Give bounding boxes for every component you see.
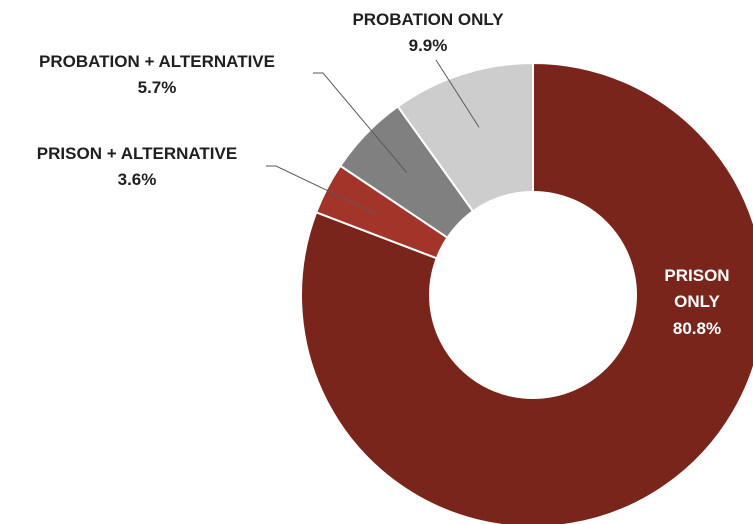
donut-hole: [429, 191, 637, 399]
label-probation-only-value: 9.9%: [409, 36, 448, 55]
label-prison-alternative-name: PRISON + ALTERNATIVE: [37, 144, 237, 163]
label-probation-only-name: PROBATION ONLY: [352, 10, 504, 29]
label-probation-alternative-value: 5.7%: [138, 78, 177, 97]
label-prison-only-name-line2: ONLY: [674, 292, 720, 311]
label-prison-only-value: 80.8%: [673, 319, 721, 338]
label-probation-alternative-name: PROBATION + ALTERNATIVE: [39, 52, 275, 71]
leader-line-prison-alternative: [266, 165, 377, 215]
leader-line-probation-only: [435, 59, 480, 128]
label-prison-only-name-line1: PRISON: [664, 266, 729, 285]
leader-line-probation-alternative: [313, 72, 407, 173]
leader-lines: [266, 59, 480, 215]
label-prison-alternative-value: 3.6%: [118, 170, 157, 189]
